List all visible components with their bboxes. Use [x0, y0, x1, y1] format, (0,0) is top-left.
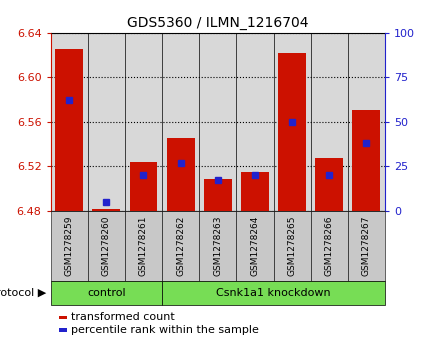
- Bar: [241, 172, 269, 211]
- Text: protocol ▶: protocol ▶: [0, 288, 46, 298]
- Bar: [92, 209, 120, 211]
- Text: Csnk1a1 knockdown: Csnk1a1 knockdown: [216, 288, 331, 298]
- Bar: [315, 158, 343, 211]
- Text: GSM1278266: GSM1278266: [325, 216, 334, 276]
- Text: GSM1278260: GSM1278260: [102, 216, 111, 276]
- Bar: [278, 53, 306, 211]
- Text: GSM1278264: GSM1278264: [250, 216, 260, 276]
- Text: control: control: [87, 288, 126, 298]
- Bar: [352, 110, 380, 211]
- Text: GSM1278259: GSM1278259: [65, 216, 73, 276]
- Bar: [55, 49, 83, 211]
- Text: transformed count: transformed count: [71, 313, 175, 322]
- Text: percentile rank within the sample: percentile rank within the sample: [71, 325, 259, 335]
- Text: GSM1278267: GSM1278267: [362, 216, 371, 276]
- Bar: [204, 179, 232, 211]
- Text: GSM1278262: GSM1278262: [176, 216, 185, 276]
- Text: GSM1278261: GSM1278261: [139, 216, 148, 276]
- Text: GSM1278263: GSM1278263: [213, 216, 222, 276]
- Bar: [129, 162, 158, 211]
- Text: GSM1278265: GSM1278265: [288, 216, 297, 276]
- Title: GDS5360 / ILMN_1216704: GDS5360 / ILMN_1216704: [127, 16, 308, 30]
- Bar: [167, 138, 194, 211]
